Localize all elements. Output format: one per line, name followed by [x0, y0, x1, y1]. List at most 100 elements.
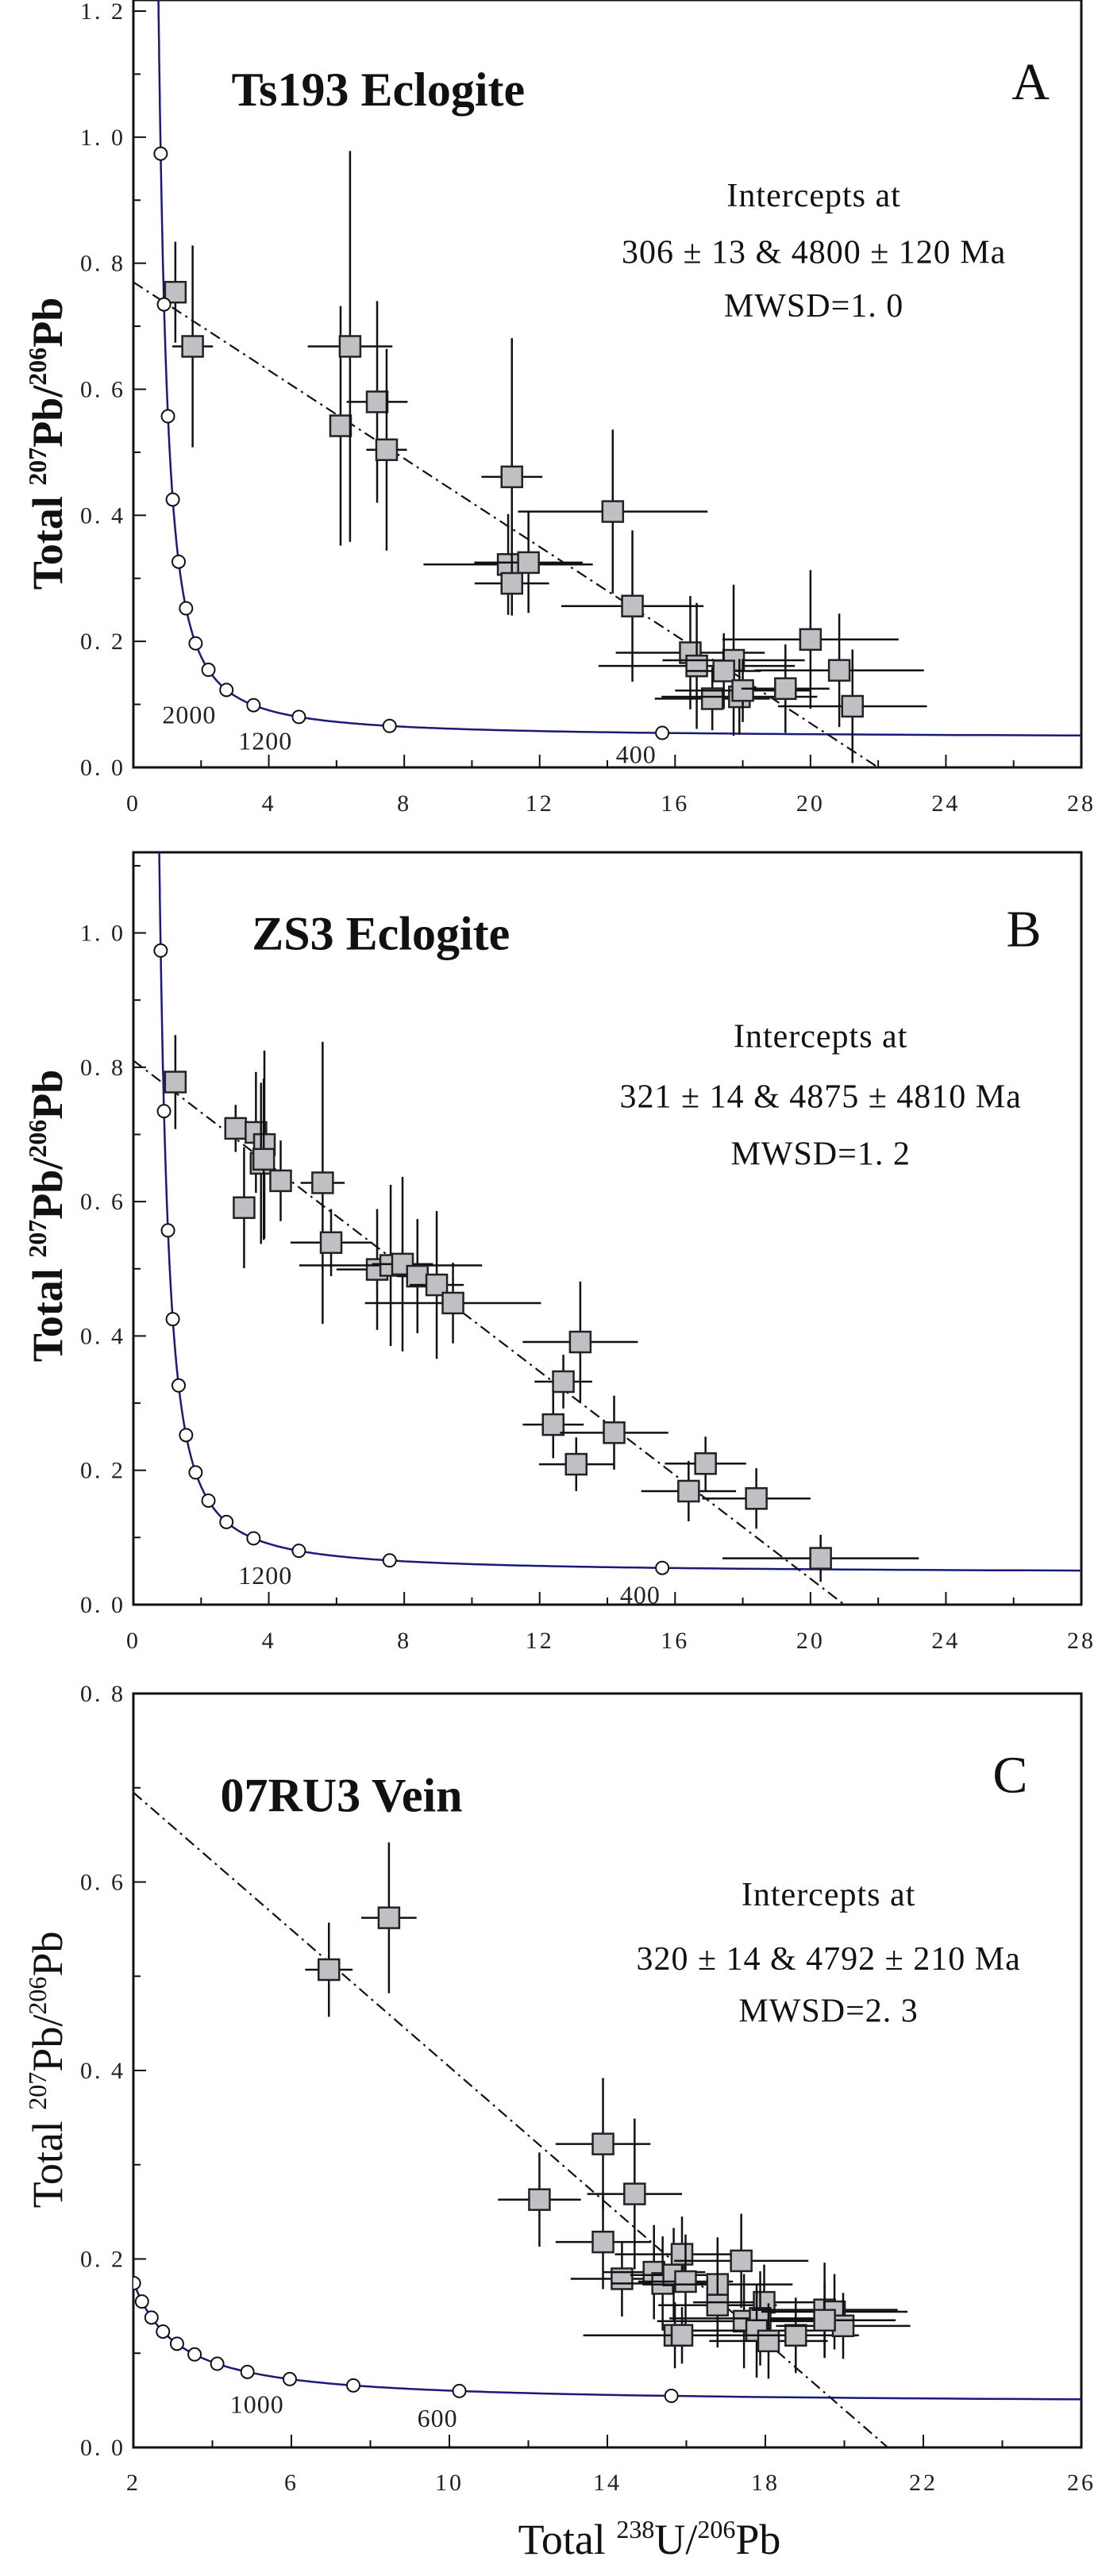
- concordia-age-marker: [382, 1553, 397, 1568]
- data-point: [555, 2078, 651, 2210]
- y-axis-label-part: 206: [23, 348, 52, 386]
- concordia-age-marker: [187, 2347, 202, 2362]
- y-tick-label: 0. 8: [80, 1055, 125, 1081]
- y-axis-label: Total 207Pb/206Pb: [23, 1070, 71, 1363]
- plot-area: [133, 852, 1081, 1605]
- concordia-age-marker: [171, 554, 187, 569]
- x-tick-label: 2: [126, 2470, 141, 2496]
- age-label: 1000: [230, 2390, 284, 2418]
- x-tick-label: 28: [1067, 790, 1096, 817]
- plot-area: [133, 1791, 1081, 2447]
- concordia-age-marker: [188, 1465, 203, 1480]
- data-marker: [568, 1330, 592, 1354]
- data-point: [423, 513, 593, 615]
- data-marker: [375, 438, 399, 461]
- y-axis-label-part: 207: [23, 448, 52, 486]
- concordia-age-marker: [240, 2364, 255, 2379]
- x-tick-label: 0: [126, 790, 141, 817]
- data-marker: [233, 1196, 256, 1220]
- y-tick-label: 1. 0: [80, 125, 125, 151]
- data-marker: [685, 654, 708, 678]
- data-marker: [338, 335, 362, 358]
- concordia-age-marker: [655, 725, 670, 740]
- x-tick-label: 20: [796, 790, 825, 817]
- panel-title: Ts193 Eclogite: [232, 63, 525, 116]
- data-point: [305, 1922, 353, 2017]
- y-axis-label: Total 207Pb/206Pb: [23, 1932, 71, 2209]
- concordia-age-marker: [201, 663, 216, 678]
- data-point: [665, 1436, 746, 1491]
- concordia-age-marker: [291, 1544, 306, 1559]
- concordia-age-marker: [219, 682, 234, 698]
- data-marker: [712, 659, 735, 682]
- x-tick-label: 0: [126, 1628, 141, 1654]
- panel-title: ZS3 Eclogite: [252, 908, 510, 960]
- data-marker: [731, 679, 754, 702]
- x-tick-label: 4: [262, 1628, 276, 1654]
- x-axis-label-part: Pb: [735, 2516, 780, 2563]
- age-label: 400: [616, 740, 657, 768]
- data-marker: [269, 1169, 292, 1193]
- concordia-age-marker: [156, 297, 171, 312]
- data-point: [555, 2194, 651, 2290]
- data-point: [777, 649, 927, 763]
- y-tick-label: 0. 4: [80, 1323, 125, 1349]
- y-axis-label-part: 207: [23, 2072, 52, 2110]
- concordia-age-marker: [219, 1514, 234, 1529]
- x-tick-label: 28: [1067, 1628, 1096, 1654]
- data-marker: [784, 2324, 807, 2347]
- x-tick-label: 18: [751, 2470, 780, 2496]
- concordia-age-marker: [210, 2356, 225, 2371]
- data-marker: [799, 628, 823, 652]
- data-point: [474, 512, 583, 613]
- data-marker: [318, 1958, 341, 1982]
- concordia-age-marker: [655, 1560, 670, 1575]
- data-marker: [831, 2314, 855, 2338]
- y-tick-label: 0. 8: [80, 1681, 125, 1707]
- concordia-age-marker: [169, 2336, 184, 2351]
- data-marker: [670, 2324, 694, 2347]
- intercept-annotation: Intercepts at: [742, 1877, 915, 1913]
- y-axis-label-part: Pb: [24, 298, 71, 348]
- y-tick-label: 0. 6: [80, 1870, 125, 1896]
- y-axis-label-part: 206: [23, 1120, 52, 1158]
- y-axis-label: Total 207Pb/206Pb: [23, 298, 71, 590]
- data-marker: [311, 1171, 334, 1194]
- data-marker: [623, 2182, 646, 2205]
- data-point: [233, 1147, 256, 1268]
- y-axis-label-part: Pb: [24, 1932, 71, 1977]
- x-tick-label: 4: [262, 790, 276, 817]
- y-axis-label-part: 206: [23, 1977, 52, 2015]
- panel-letter: C: [992, 1747, 1027, 1805]
- x-tick-label: 8: [397, 790, 411, 817]
- y-tick-label: 0. 6: [80, 377, 125, 403]
- concordia-age-marker: [153, 943, 168, 958]
- x-tick-label: 20: [796, 1628, 825, 1654]
- panel-letter: B: [1006, 901, 1041, 959]
- data-point: [753, 2282, 896, 2359]
- data-marker: [621, 594, 644, 617]
- age-label: 600: [418, 2404, 458, 2432]
- x-axis-label-part: 238: [616, 2515, 654, 2543]
- data-point: [346, 301, 408, 503]
- concordia-age-marker: [246, 698, 261, 713]
- data-point: [522, 1281, 638, 1403]
- y-tick-label: 0. 4: [80, 2058, 125, 2084]
- data-marker: [745, 1487, 768, 1510]
- concordia-age-marker: [201, 1493, 216, 1508]
- concordia-curve: [158, 852, 1081, 1572]
- x-tick-label: 16: [661, 1628, 689, 1654]
- data-point: [722, 1534, 919, 1582]
- data-point: [518, 429, 708, 594]
- intercept-annotation: 321 ± 14 & 4875 ± 4810 Ma: [620, 1079, 1022, 1116]
- data-marker: [841, 694, 864, 718]
- concordia-age-marker: [160, 1223, 175, 1238]
- discordia-line: [133, 1059, 846, 1605]
- data-marker: [541, 1413, 565, 1436]
- x-tick-label: 22: [909, 2470, 938, 2496]
- data-marker: [365, 390, 389, 413]
- data-point: [741, 644, 830, 733]
- data-marker: [601, 500, 625, 523]
- data-marker: [377, 1906, 401, 1929]
- data-marker: [441, 1291, 464, 1315]
